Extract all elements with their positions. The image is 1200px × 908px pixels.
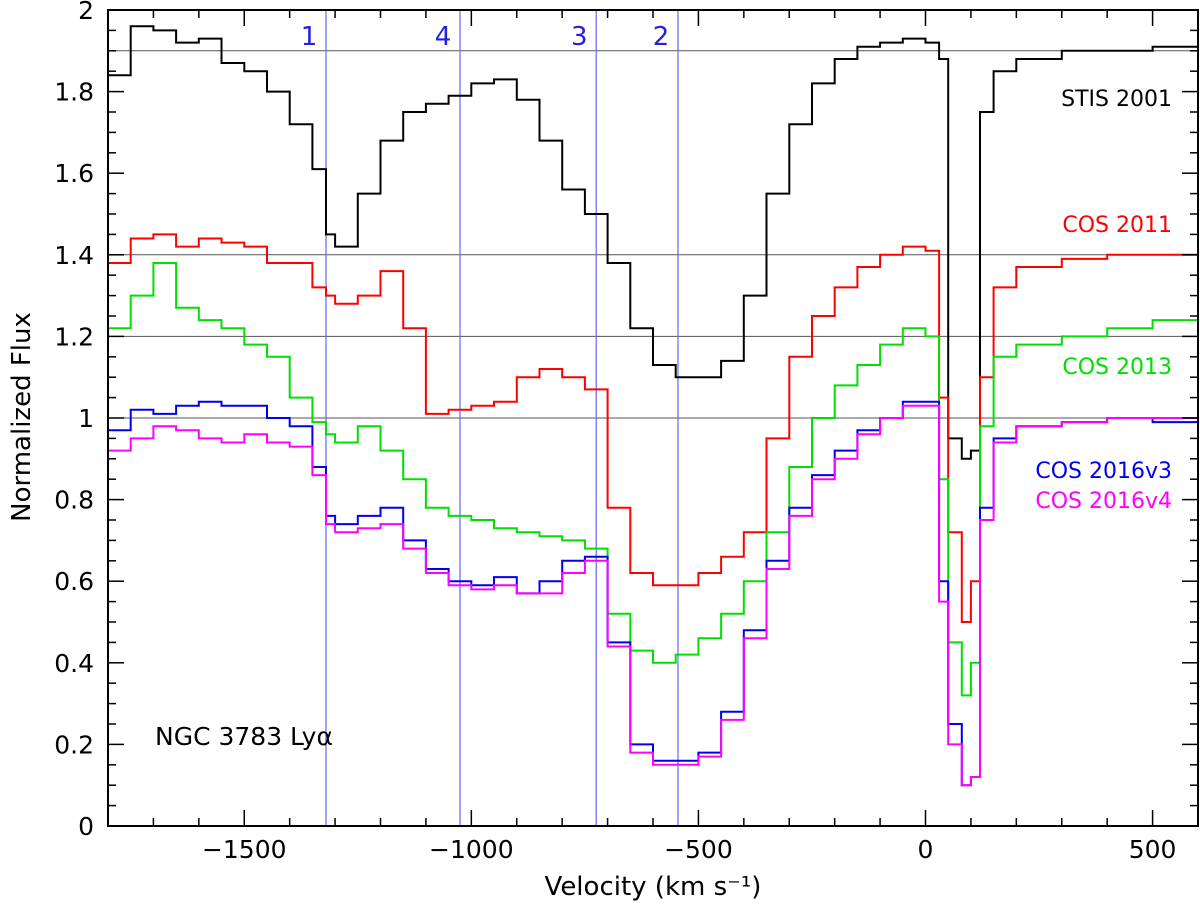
x-tick-label: −1000 — [429, 835, 514, 864]
object-label: NGC 3783 Lyα — [155, 722, 333, 751]
y-tick-label: 1.6 — [54, 159, 94, 188]
series-line — [108, 404, 1198, 787]
velocity-marker-labels: 1 4 3 2 — [301, 22, 670, 52]
x-tick-label: −500 — [664, 835, 733, 864]
x-tick-label: 0 — [918, 835, 934, 864]
axis-ticks — [107, 9, 1199, 827]
y-axis-title: Normalized Flux — [7, 312, 37, 522]
y-tick-label: 0.6 — [54, 567, 94, 596]
y-tick-label: 1.4 — [54, 241, 94, 270]
x-axis-title: Velocity (km s⁻¹) — [545, 872, 762, 902]
series-label: COS 2013 — [1062, 355, 1172, 380]
series-labels: STIS 2001 COS 2011 COS 2013 COS 2016v3 COS 2… — [1035, 87, 1172, 514]
x-tick-label: −1500 — [202, 835, 287, 864]
series-line — [108, 25, 1199, 460]
y-tick-label: 0 — [78, 812, 94, 841]
reference-lines — [108, 50, 1198, 419]
y-tick-label: 0.2 — [54, 730, 94, 759]
velocity-marker-lines — [325, 10, 679, 826]
velocity-marker-label: 3 — [571, 22, 588, 52]
y-tick-label: 1.8 — [54, 78, 94, 107]
axis-tick-labels: −1500 −1000 −500 0 500 0 0.2 0.4 0.6 0.8 1 1.2 1.4 1.… — [54, 0, 1176, 864]
series-line — [108, 233, 1199, 623]
y-tick-label: 1.2 — [54, 322, 94, 351]
velocity-marker-label: 1 — [301, 22, 318, 52]
y-tick-label: 0.4 — [54, 649, 94, 678]
x-tick-label: 500 — [1129, 835, 1177, 864]
spectrum-series — [108, 25, 1199, 787]
series-label: COS 2011 — [1062, 213, 1172, 238]
series-label: COS 2016v4 — [1035, 489, 1172, 514]
velocity-marker-label: 2 — [653, 22, 670, 52]
series-label: STIS 2001 — [1061, 87, 1172, 112]
y-tick-label: 1 — [78, 404, 94, 433]
series-label: COS 2016v3 — [1035, 459, 1172, 484]
y-tick-label: 2 — [78, 0, 94, 25]
y-tick-label: 0.8 — [54, 486, 94, 515]
velocity-marker-label: 4 — [435, 22, 452, 52]
